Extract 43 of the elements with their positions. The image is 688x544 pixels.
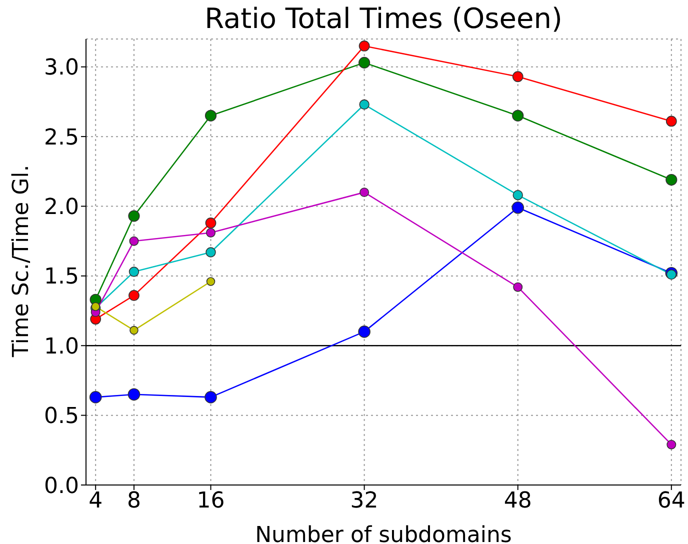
- point: [206, 228, 216, 238]
- y-axis-title: Time Sc./Time Gl.: [8, 164, 34, 358]
- point: [91, 302, 100, 311]
- y-tick-label: 1.5: [44, 264, 79, 290]
- point: [128, 266, 140, 277]
- point: [128, 290, 140, 301]
- y-tick-label: 1.0: [44, 334, 79, 360]
- point: [666, 116, 677, 127]
- x-tick-label: 32: [350, 488, 378, 514]
- point: [89, 391, 102, 404]
- y-tick-label: 3.0: [44, 56, 79, 81]
- point: [666, 174, 678, 186]
- chart-title: Ratio Total Times (Oseen): [204, 2, 564, 36]
- x-tick-label: 16: [196, 488, 225, 514]
- point: [358, 40, 370, 52]
- point: [205, 218, 216, 228]
- point: [129, 236, 139, 246]
- point: [512, 71, 524, 82]
- y-tick-label: 2.5: [44, 125, 79, 150]
- x-tick-label: 48: [504, 488, 532, 514]
- point: [666, 440, 676, 450]
- point: [128, 388, 140, 401]
- point: [513, 282, 523, 292]
- point: [358, 326, 370, 338]
- x-tick-label: 64: [657, 488, 686, 514]
- y-tick-label: 0.0: [44, 474, 79, 499]
- point: [206, 247, 216, 258]
- point: [360, 188, 370, 198]
- point: [512, 110, 524, 122]
- point: [512, 201, 524, 214]
- y-tick-label: 0.5: [44, 404, 79, 430]
- x-tick-label: 4: [88, 488, 103, 514]
- point: [358, 56, 370, 68]
- point: [206, 277, 216, 286]
- point: [130, 326, 138, 335]
- point: [128, 210, 140, 222]
- point: [512, 190, 523, 200]
- point: [359, 99, 370, 110]
- y-tick-label: 2.0: [44, 195, 79, 220]
- x-tick-label: 8: [126, 488, 141, 514]
- point: [204, 391, 217, 404]
- x-axis-title: Number of subdomains: [255, 523, 512, 544]
- point: [204, 110, 217, 122]
